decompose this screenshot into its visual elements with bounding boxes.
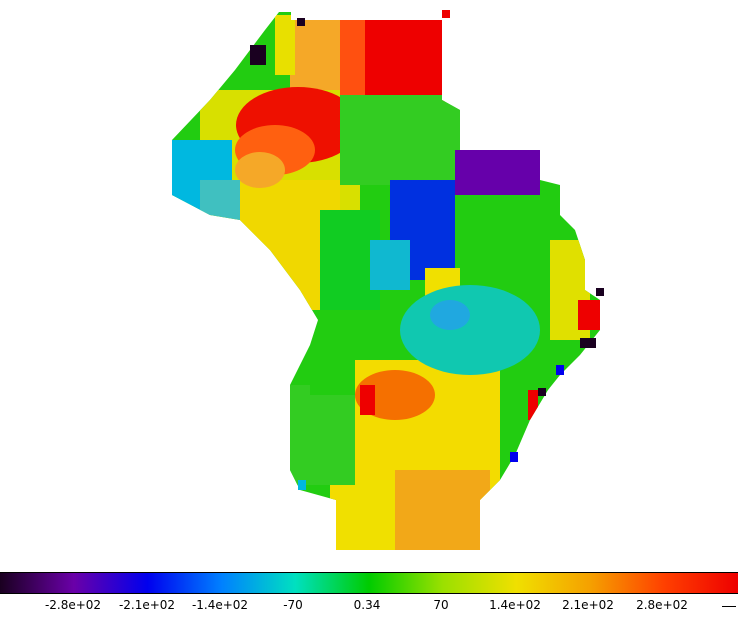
colorbar-tick-label: 2.8e+02 bbox=[636, 598, 688, 612]
heatmap-region bbox=[172, 10, 604, 550]
colorbar-tick-label: 0.34 bbox=[353, 598, 381, 612]
colorbar bbox=[0, 572, 738, 594]
map-cells bbox=[172, 12, 600, 550]
colorbar-tick-label: 70 bbox=[433, 598, 449, 612]
colorbar-tick-label: 1.4e+02 bbox=[489, 598, 541, 612]
colorbar-tick-label: -70 bbox=[283, 598, 303, 612]
colorbar-underscore bbox=[722, 606, 736, 607]
colorbar-tick-label: 2.1e+02 bbox=[562, 598, 614, 612]
colorbar-tick-label: -2.8e+02 bbox=[44, 598, 102, 612]
colorbar-tick-label: -1.4e+02 bbox=[191, 598, 249, 612]
colorbar-tick-label: -2.1e+02 bbox=[118, 598, 176, 612]
